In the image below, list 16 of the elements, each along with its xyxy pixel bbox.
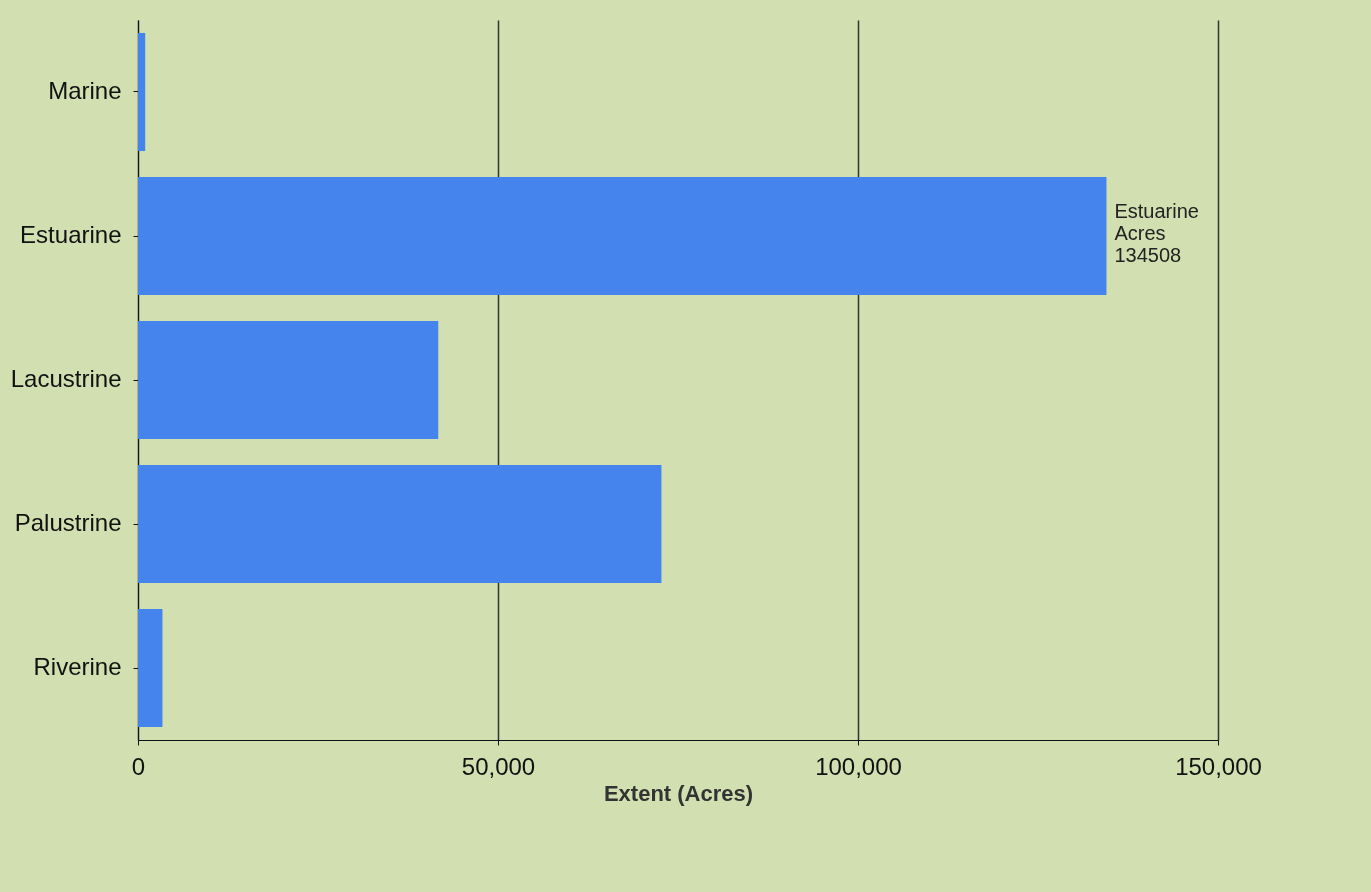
x-axis-title: Extent (Acres) [603,780,754,806]
x-tick-label: 150,000 [1175,752,1262,780]
x-tick-label: 0 [131,752,146,780]
y-tick-label: Palustrine [14,509,122,536]
y-tick-label: Marine [48,77,122,104]
bar [138,320,439,440]
y-tick-label: Lacustrine [10,365,122,392]
bar [138,32,146,152]
y-tick-label: Estuarine [20,221,122,248]
bar [138,608,163,728]
x-tick-label: 100,000 [815,752,902,780]
x-tick-label: 50,000 [461,752,536,780]
bar [138,176,1107,296]
annotation: Estuarine Acres 134508 [1114,200,1199,266]
bar [138,464,662,584]
y-tick-label: Riverine [33,653,122,680]
